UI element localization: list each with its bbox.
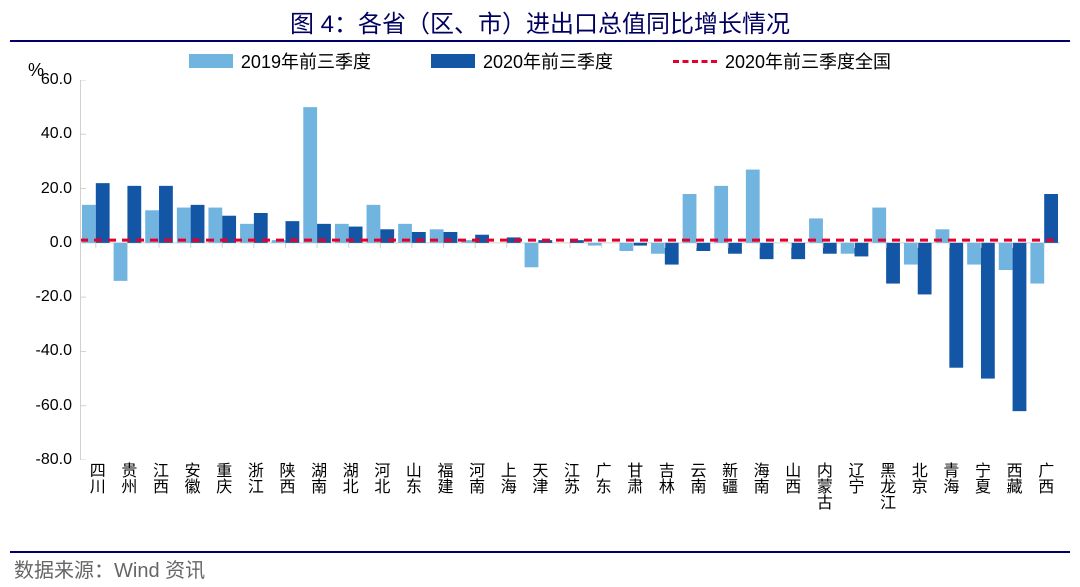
bar-2019 [367,205,381,243]
bar-2019 [683,194,697,243]
x-tick-label: 浙江 [245,462,261,494]
x-tick-label: 海南 [751,462,767,494]
bar-2020 [127,186,141,243]
x-tick-label: 甘肃 [624,462,640,494]
bar-2019 [114,243,128,281]
bar-2019 [303,107,317,243]
bar-2019 [999,243,1013,270]
bar-2019 [588,243,602,246]
x-tick-label: 重庆 [213,462,229,494]
x-tick-label: 江西 [150,462,166,494]
legend-label-2020: 2020年前三季度 [483,48,613,74]
legend-swatch-2020 [431,54,475,68]
x-tick-label: 内蒙古 [814,462,830,510]
bar-2019 [651,243,665,254]
x-tick-label: 安徽 [182,462,198,494]
x-tick-label: 吉林 [656,462,672,494]
x-tick-label: 河北 [371,462,387,494]
x-tick-label: 山东 [403,462,419,494]
x-tick-label: 河南 [466,462,482,494]
bar-2019 [208,208,222,243]
chart-container: 图 4：各省（区、市）进出口总值同比增长情况 2019年前三季度 2020年前三… [0,0,1080,587]
x-tick-label: 江苏 [561,462,577,494]
bar-2019 [82,205,96,243]
legend-item-national: 2020年前三季度全国 [673,48,891,74]
legend-swatch-2019 [189,54,233,68]
x-axis: 四川贵州江西安徽重庆浙江陕西湖南湖北河北山东福建河南上海天津江苏广东甘肃吉林云南… [80,462,1060,542]
plot-svg [80,80,1060,460]
bar-2020 [949,243,963,368]
bar-2019 [1030,243,1044,284]
y-axis: 60.040.020.00.0-20.0-40.0-60.0-80.0 [0,80,78,460]
bar-2019 [145,210,159,243]
bar-2019 [967,243,981,265]
y-tick-label: 60.0 [0,71,72,89]
y-tick-label: 20.0 [0,180,72,198]
x-tick-label: 辽宁 [846,462,862,494]
rule-top [10,40,1070,42]
bar-2020 [665,243,679,265]
x-tick-label: 上海 [498,462,514,494]
data-source: 数据来源：Wind 资讯 [14,554,205,583]
rule-bottom [10,551,1070,553]
bar-2019 [525,243,539,267]
bar-2019 [177,208,191,243]
y-tick-label: 40.0 [0,125,72,143]
bar-2020 [886,243,900,284]
y-tick-label: -80.0 [0,451,72,469]
y-tick-label: -20.0 [0,288,72,306]
x-tick-label: 北京 [909,462,925,494]
bar-2020 [696,243,710,251]
x-tick-label: 福建 [435,462,451,494]
bar-2020 [918,243,932,295]
bar-2020 [791,243,805,259]
bar-2020 [823,243,837,254]
bar-2019 [746,170,760,243]
x-tick-label: 新疆 [719,462,735,494]
bar-2020 [855,243,869,257]
bar-2020 [254,213,268,243]
bar-2019 [872,208,886,243]
x-tick-label: 宁夏 [972,462,988,494]
legend: 2019年前三季度 2020年前三季度 2020年前三季度全国 [0,48,1080,74]
x-tick-label: 湖北 [340,462,356,494]
y-tick-label: 0.0 [0,234,72,252]
x-tick-label: 广东 [593,462,609,494]
x-tick-label: 青海 [940,462,956,494]
x-tick-label: 云南 [687,462,703,494]
legend-item-2019: 2019年前三季度 [189,48,371,74]
bar-2020 [1044,194,1058,243]
bar-2019 [619,243,633,251]
legend-label-national: 2020年前三季度全国 [725,48,891,74]
x-tick-label: 西藏 [1004,462,1020,494]
y-tick-label: -40.0 [0,342,72,360]
bar-2019 [841,243,855,254]
x-tick-label: 贵州 [118,462,134,494]
x-tick-label: 山西 [782,462,798,494]
bar-2020 [96,183,110,243]
bar-2020 [633,243,647,246]
bar-2019 [904,243,918,265]
bar-2020 [1013,243,1027,411]
x-tick-label: 黑龙江 [877,462,893,510]
bar-2020 [981,243,995,379]
x-tick-label: 陕西 [276,462,292,494]
legend-item-2020: 2020年前三季度 [431,48,613,74]
x-tick-label: 广西 [1035,462,1051,494]
legend-label-2019: 2019年前三季度 [241,48,371,74]
x-tick-label: 湖南 [308,462,324,494]
bar-2020 [728,243,742,254]
chart-title: 图 4：各省（区、市）进出口总值同比增长情况 [0,4,1080,39]
bar-2019 [714,186,728,243]
bar-2020 [760,243,774,259]
y-tick-label: -60.0 [0,397,72,415]
plot-area [80,80,1060,460]
x-tick-label: 天津 [529,462,545,494]
x-tick-label: 四川 [87,462,103,494]
legend-swatch-national [673,60,717,63]
bar-2020 [159,186,173,243]
bar-2020 [191,205,205,243]
